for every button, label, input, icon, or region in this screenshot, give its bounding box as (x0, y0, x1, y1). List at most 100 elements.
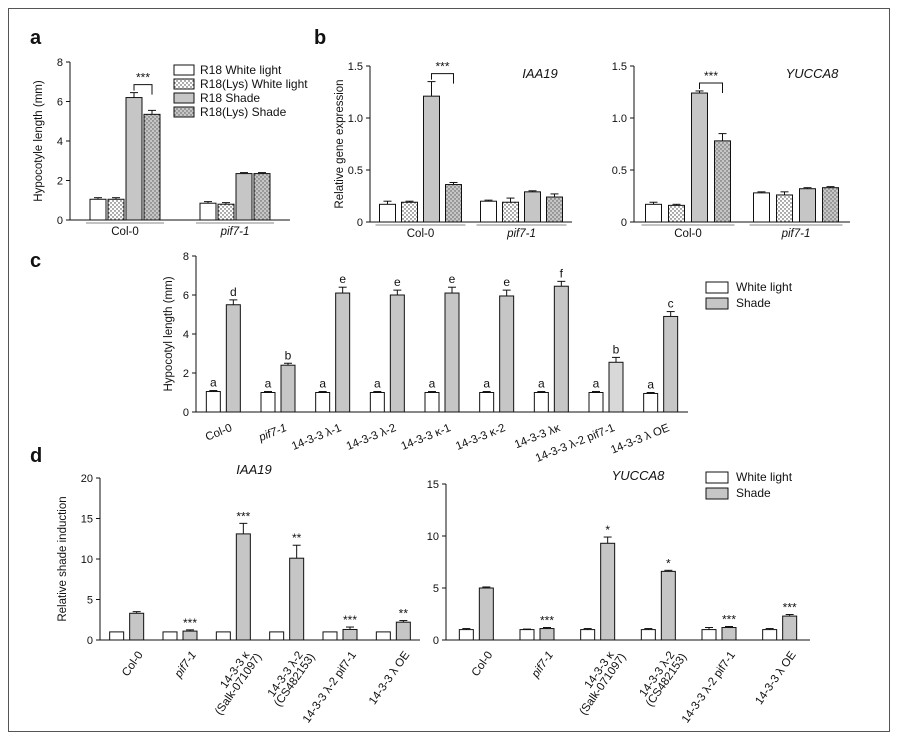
y-tick-label: 1.5 (348, 61, 363, 73)
chart-b-yucca8: 0 0.5 1.0 1.5 Col-0 pif7-1 *** YUCCA8 (612, 61, 850, 240)
bar (502, 201, 519, 223)
x-category-label: 14-3-3 λ-2 (345, 422, 398, 453)
bar (107, 198, 125, 221)
y-tick-label: 0 (621, 217, 627, 229)
legend-swatch (705, 471, 729, 484)
chart-b-iaa19: 0 0.5 1.0 1.5 Col-0 pif7-1 *** IAA19 Relative ge… (334, 60, 572, 240)
y-tick-label: 1.0 (348, 113, 363, 125)
x-category-label: pif7-1 (256, 422, 288, 444)
bar (322, 631, 338, 641)
y-tick-label: 0 (357, 217, 363, 229)
significance-letter: a (210, 376, 217, 390)
x-category-label: 14-3-3 λ OE (367, 649, 413, 707)
significance-stars: *** (783, 601, 797, 615)
chart-a: 0 2 4 6 8 Col-0 pif7-1 *** Hypocotyle length (mm… (33, 57, 308, 238)
y-tick-label: 0 (183, 407, 189, 419)
significance-stars: *** (183, 616, 197, 630)
panel-label-c: c (30, 250, 41, 272)
significance-stars: * (666, 556, 671, 570)
x-category-label: pif7-1 (220, 226, 250, 238)
significance-letter: e (449, 272, 456, 286)
x-category-label: pif7-1 (781, 228, 811, 240)
bar (663, 315, 679, 413)
bar (799, 188, 816, 223)
significance-bracket (699, 82, 723, 93)
x-category-label: 14-3-3 λ OE (609, 422, 671, 456)
significance-stars: ** (399, 607, 409, 621)
bar (701, 629, 717, 641)
x-category-label: 14-3-3 λ-1 (290, 422, 343, 453)
bar (143, 113, 161, 221)
bar (253, 173, 271, 221)
bar (125, 97, 143, 221)
significance-letter: e (339, 272, 346, 286)
x-category-label: pif7-1 (172, 649, 199, 680)
bar (643, 392, 659, 413)
bar (608, 361, 624, 413)
panel-label-d: d (30, 445, 42, 467)
bar (89, 198, 107, 221)
significance-letter: a (374, 377, 381, 391)
y-tick-label: 5 (433, 583, 439, 595)
significance-stars: *** (540, 614, 554, 628)
legend-label: R18(Lys) White light (200, 77, 308, 91)
significance-letter: a (265, 377, 272, 391)
bar (721, 627, 737, 641)
bar (235, 173, 253, 221)
significance-letter: a (593, 377, 600, 391)
legend-label: R18(Lys) Shade (200, 105, 287, 119)
chart-c: 0 2 4 6 8 a d Col-0 a b pif7-1 a e 14-3-3 λ-1 a e 14-3-3… (163, 251, 793, 465)
bar (389, 294, 405, 413)
bar (458, 629, 474, 641)
significance-letter: d (230, 285, 237, 299)
significance-bracket (133, 84, 153, 95)
bar (714, 140, 731, 223)
chart-title: YUCCA8 (786, 66, 840, 81)
bar (379, 203, 396, 223)
bar (423, 95, 440, 223)
bar (580, 629, 596, 641)
y-tick-label: 10 (427, 531, 439, 543)
legend-label: Shade (736, 486, 771, 500)
bar (762, 629, 778, 641)
legend-label: White light (736, 280, 793, 294)
bar (445, 184, 462, 223)
x-category-label: Col-0 (204, 422, 234, 443)
bar (289, 557, 305, 641)
chart-title: YUCCA8 (612, 468, 666, 483)
y-tick-label: 2 (57, 176, 63, 188)
significance-letter: b (613, 342, 620, 356)
y-tick-label: 5 (87, 595, 93, 607)
legend-swatch (705, 281, 729, 294)
y-tick-label: 0 (87, 635, 93, 647)
bar (588, 392, 604, 413)
panel-label-a: a (30, 27, 42, 49)
legend-swatch (173, 106, 195, 118)
y-tick-label: 0.5 (348, 165, 363, 177)
bar (533, 392, 549, 413)
significance-stars: ** (292, 531, 302, 545)
bar (645, 203, 662, 223)
significance-letter: b (285, 348, 292, 362)
bar (335, 292, 351, 413)
bar (546, 196, 563, 223)
significance-letter: a (538, 377, 545, 391)
bar (640, 629, 656, 641)
y-axis-label: Relative shade induction (57, 496, 69, 621)
panel-label-b: b (314, 27, 326, 49)
x-category-label: Col-0 (111, 226, 138, 238)
y-tick-label: 6 (57, 97, 63, 109)
bar (225, 304, 241, 413)
significance-stars: *** (722, 612, 736, 626)
bar (480, 200, 497, 223)
legend-swatch (705, 297, 729, 310)
figure-frame (8, 8, 890, 732)
significance-letter: f (560, 266, 564, 280)
bar (199, 202, 217, 221)
y-tick-label: 1.5 (612, 61, 627, 73)
y-tick-label: 15 (81, 514, 93, 526)
y-axis-label: Relative gene expression (334, 79, 346, 208)
y-tick-label: 4 (57, 136, 63, 148)
y-tick-label: 0.5 (612, 165, 627, 177)
